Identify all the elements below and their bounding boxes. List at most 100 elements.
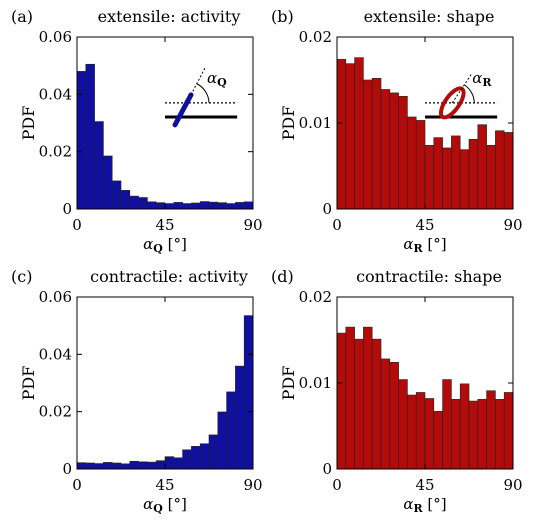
histogram-bar [76, 71, 87, 210]
histogram-bar [407, 116, 417, 210]
histogram-bar [345, 63, 355, 210]
histogram-bar [415, 392, 426, 470]
histogram-bar [486, 145, 496, 210]
inset-angle-label: αR [472, 69, 492, 89]
y-axis-label: PDF [279, 106, 298, 141]
histogram-bar [371, 338, 382, 470]
histogram-bar [477, 399, 487, 470]
histogram-bar [354, 338, 364, 470]
histogram-bar [345, 326, 355, 470]
inset-angle-subscript: R [482, 76, 492, 89]
histogram-bar [103, 462, 113, 470]
panel-label: (a) [11, 7, 33, 26]
histogram-bar [442, 379, 452, 470]
histogram-bar [94, 121, 104, 210]
x-tick-label: 0 [72, 476, 82, 494]
histogram-bar [94, 463, 104, 470]
histogram-bar [111, 462, 122, 470]
histogram-bar [208, 201, 219, 210]
x-axis-unit: [°] [163, 495, 187, 513]
histogram-bar [103, 155, 113, 210]
x-axis-symbol: α [403, 495, 413, 513]
histogram-bar [424, 145, 435, 210]
panel-label: (d) [271, 267, 294, 286]
histogram-bar [433, 137, 443, 210]
x-axis-label: αQ [°] [143, 235, 187, 255]
panel-a: 0 0.02 0.04 0.06 0 45 90 (a) extensile: activity… [11, 7, 263, 255]
histogram-bar [398, 96, 408, 210]
y-axis-label: PDF [19, 366, 38, 401]
histogram-bar [111, 180, 122, 210]
histogram-bar [363, 79, 373, 210]
x-tick-label: 45 [155, 476, 174, 494]
histogram-bar [164, 456, 175, 470]
histogram-bar [477, 124, 487, 210]
y-tick-label: 0.04 [39, 345, 72, 363]
panel-title: contractile: shape [356, 267, 502, 286]
histogram-bar [486, 390, 496, 470]
histogram-bar [129, 195, 139, 210]
x-axis-symbol: α [143, 495, 153, 513]
y-tick-label: 0.02 [299, 28, 332, 46]
inset-angle-symbol: α [207, 69, 217, 87]
histogram-bar [199, 201, 210, 210]
histogram-bar [503, 392, 514, 470]
histogram-bar [147, 201, 157, 210]
x-axis-subscript: Q [153, 502, 163, 515]
histogram-bar [415, 120, 426, 210]
histogram-bar [155, 460, 166, 470]
angle-arc [463, 84, 475, 103]
x-axis-unit: [°] [423, 235, 447, 253]
angle-schematic-inset: αQ [165, 67, 238, 128]
histogram-bar [442, 147, 452, 210]
y-axis-label: PDF [279, 366, 298, 401]
x-tick-label: 90 [243, 476, 262, 494]
histogram-bar [468, 139, 479, 210]
histogram-bar [336, 59, 347, 210]
y-tick-label: 0.06 [39, 288, 72, 306]
x-axis-label: αQ [°] [143, 495, 187, 515]
histogram-bar [208, 434, 219, 470]
x-axis-symbol: α [403, 235, 413, 253]
x-axis-unit: [°] [423, 495, 447, 513]
inset-angle-symbol: α [472, 69, 482, 87]
y-tick-label: 0 [322, 460, 332, 478]
histogram-bar [226, 203, 236, 210]
panel-title: extensile: activity [98, 7, 241, 26]
x-axis-symbol: α [143, 235, 153, 253]
histogram-bar [243, 315, 254, 470]
histogram-bar [173, 457, 183, 470]
histogram-bar [226, 391, 236, 470]
histogram-bar [459, 149, 470, 210]
histogram-bar [243, 201, 254, 210]
histogram-bar [164, 203, 175, 210]
histogram-bar [424, 398, 435, 470]
histogram-bar [398, 379, 408, 470]
histogram-bar [503, 132, 514, 210]
x-tick-label: 0 [332, 476, 342, 494]
histogram-bar [451, 135, 461, 210]
y-tick-label: 0.01 [299, 114, 332, 132]
x-tick-label: 0 [332, 216, 342, 234]
y-tick-label: 0.02 [39, 143, 72, 161]
histogram-bar [182, 203, 192, 210]
histogram-bar [217, 202, 227, 210]
x-tick-label: 45 [415, 216, 434, 234]
histogram-bar [235, 202, 245, 210]
orientation-dashed-line [190, 67, 206, 96]
panel-label: (c) [11, 267, 32, 286]
x-axis-unit: [°] [163, 235, 187, 253]
x-axis-subscript: R [414, 242, 424, 255]
y-tick-label: 0.06 [39, 28, 72, 46]
histogram-bar [129, 460, 139, 470]
histogram-bar [191, 202, 201, 210]
x-axis-label: αR [°] [403, 235, 446, 255]
histogram-bar [495, 399, 505, 470]
x-tick-label: 45 [155, 216, 174, 234]
histogram-bar [380, 358, 391, 470]
x-tick-label: 45 [415, 476, 434, 494]
histogram-bar [173, 202, 183, 210]
histogram-bar [138, 461, 148, 470]
